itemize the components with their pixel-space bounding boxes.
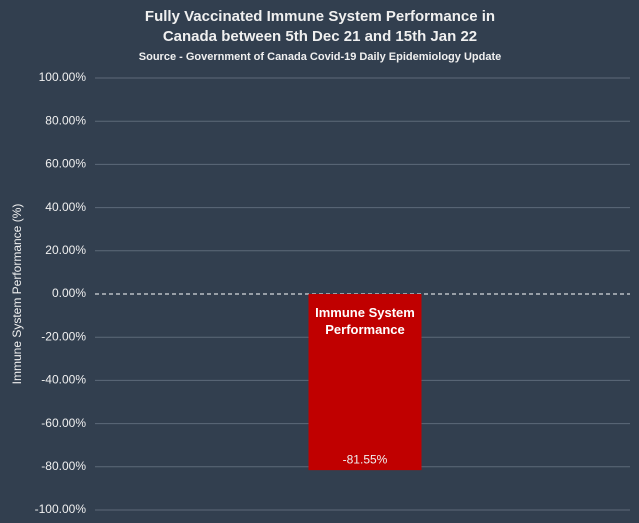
y-axis-title: Immune System Performance (%): [10, 204, 24, 385]
y-tick-label: -100.00%: [35, 502, 87, 516]
chart-subtitle: Source - Government of Canada Covid-19 D…: [139, 51, 501, 63]
y-tick-label: -80.00%: [41, 459, 86, 473]
y-tick-label: 0.00%: [52, 286, 86, 300]
y-tick-label: 60.00%: [45, 157, 86, 171]
y-tick-label: -20.00%: [41, 329, 86, 343]
y-tick-label: -60.00%: [41, 416, 86, 430]
chart-title: Fully Vaccinated Immune System Performan…: [145, 8, 495, 25]
y-tick-label: 40.00%: [45, 200, 86, 214]
value-label: -81.55%: [343, 452, 388, 466]
chart-title: Canada between 5th Dec 21 and 15th Jan 2…: [163, 28, 477, 45]
y-tick-label: -40.00%: [41, 373, 86, 387]
category-label: Immune System Performance: [315, 305, 415, 337]
y-tick-label: 80.00%: [45, 113, 86, 127]
bar: [308, 294, 422, 471]
y-tick-label: 20.00%: [45, 243, 86, 257]
y-tick-label: 100.00%: [39, 70, 87, 84]
